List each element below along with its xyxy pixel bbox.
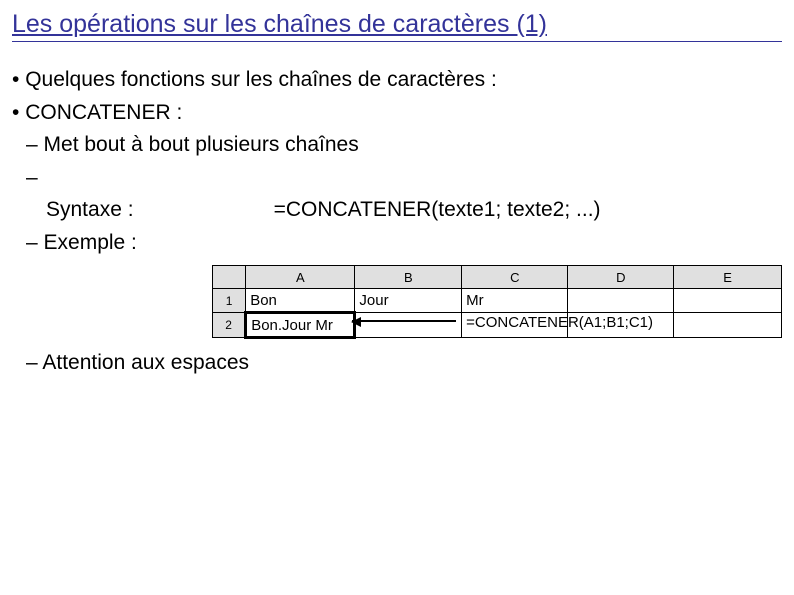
cell-C2-formula-overflow: =CONCATENER(A1;B1;C1): [466, 314, 653, 331]
cell-E1: [674, 289, 782, 313]
bullet-list-level2: Met bout à bout plusieurs chaînes Syntax…: [12, 129, 782, 259]
col-header-C: C: [462, 266, 568, 289]
cell-C2: =CONCATENER(A1;B1;C1): [462, 313, 568, 338]
sub-bullet-attention: Attention aux espaces: [46, 347, 782, 380]
spreadsheet-table: A B C D E 1 Bon Jour Mr 2 Bon.Jour Mr =C…: [212, 265, 782, 339]
sub-bullet-desc: Met bout à bout plusieurs chaînes: [46, 129, 782, 162]
bullet-intro: Quelques fonctions sur les chaînes de ca…: [26, 64, 782, 97]
corner-cell: [213, 266, 246, 289]
cell-D1: [568, 289, 674, 313]
slide-title: Les opérations sur les chaînes de caract…: [12, 10, 782, 42]
arrow-icon: [352, 320, 456, 322]
spreadsheet-example: A B C D E 1 Bon Jour Mr 2 Bon.Jour Mr =C…: [212, 265, 782, 339]
row-1: 1 Bon Jour Mr: [213, 289, 782, 313]
syntax-label: Syntaxe :: [46, 194, 134, 227]
bullet-list-level1: Quelques fonctions sur les chaînes de ca…: [12, 64, 782, 129]
syntax-formula: =CONCATENER(texte1; texte2; ...): [274, 194, 601, 227]
slide: Les opérations sur les chaînes de caract…: [0, 0, 794, 595]
col-header-A: A: [246, 266, 355, 289]
row-header-1: 1: [213, 289, 246, 313]
cell-B2: [355, 313, 462, 338]
cell-A2-result: Bon.Jour Mr: [246, 313, 355, 338]
slide-title-text: Les opérations sur les chaînes de caract…: [12, 10, 547, 38]
sub-bullet-example: Exemple :: [46, 227, 782, 260]
row-2: 2 Bon.Jour Mr =CONCATENER(A1;B1;C1): [213, 313, 782, 338]
col-header-D: D: [568, 266, 674, 289]
row-header-2: 2: [213, 313, 246, 338]
header-row: A B C D E: [213, 266, 782, 289]
sub-bullet-syntax: Syntaxe : =CONCATENER(texte1; texte2; ..…: [46, 162, 782, 227]
cell-A1: Bon: [246, 289, 355, 313]
col-header-B: B: [355, 266, 462, 289]
bullet-list-attention: Attention aux espaces: [12, 347, 782, 380]
cell-E2: [674, 313, 782, 338]
cell-C1: Mr: [462, 289, 568, 313]
col-header-E: E: [674, 266, 782, 289]
bullet-concatener: CONCATENER :: [26, 97, 782, 130]
cell-B1: Jour: [355, 289, 462, 313]
